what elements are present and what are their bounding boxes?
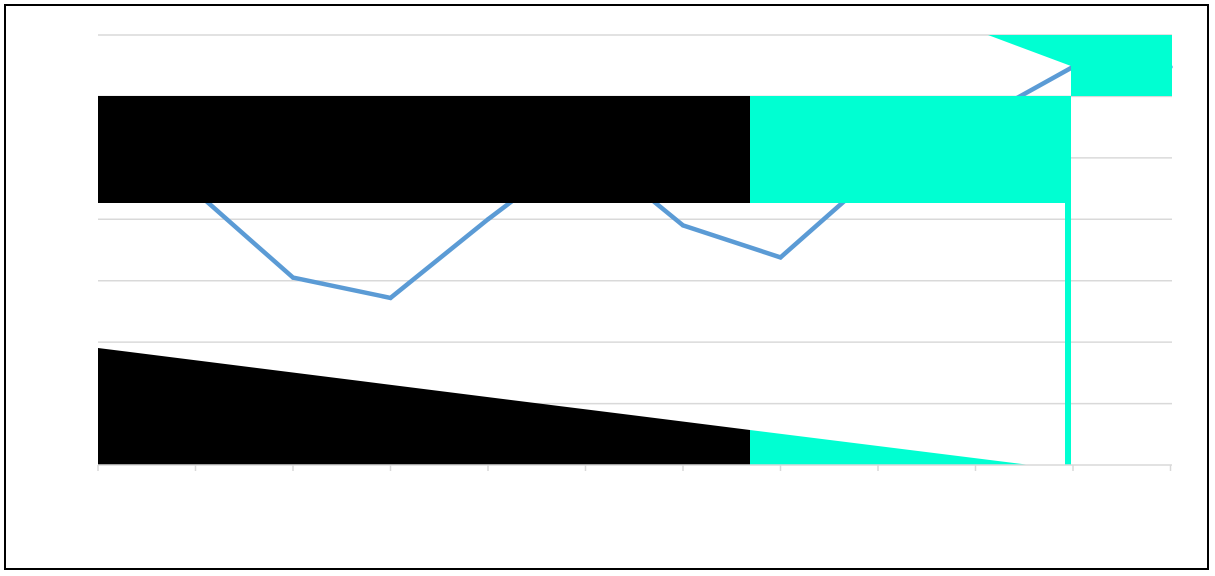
data-point bbox=[485, 217, 491, 222]
gridlines bbox=[98, 34, 1172, 405]
overlay-corner-accent bbox=[988, 35, 1172, 96]
overlay-band-dark bbox=[98, 96, 750, 203]
data-point bbox=[680, 223, 686, 228]
data-point bbox=[778, 255, 783, 260]
x-axis bbox=[97, 464, 1172, 471]
overlay-wedge-accent bbox=[750, 430, 1030, 465]
decorative-overlays bbox=[98, 35, 1172, 465]
overlay-stripe-accent bbox=[1065, 96, 1071, 465]
overlay-band-accent bbox=[750, 96, 1071, 203]
data-point bbox=[290, 275, 296, 280]
data-point bbox=[388, 295, 393, 301]
overlay-wedge-dark bbox=[98, 348, 750, 465]
